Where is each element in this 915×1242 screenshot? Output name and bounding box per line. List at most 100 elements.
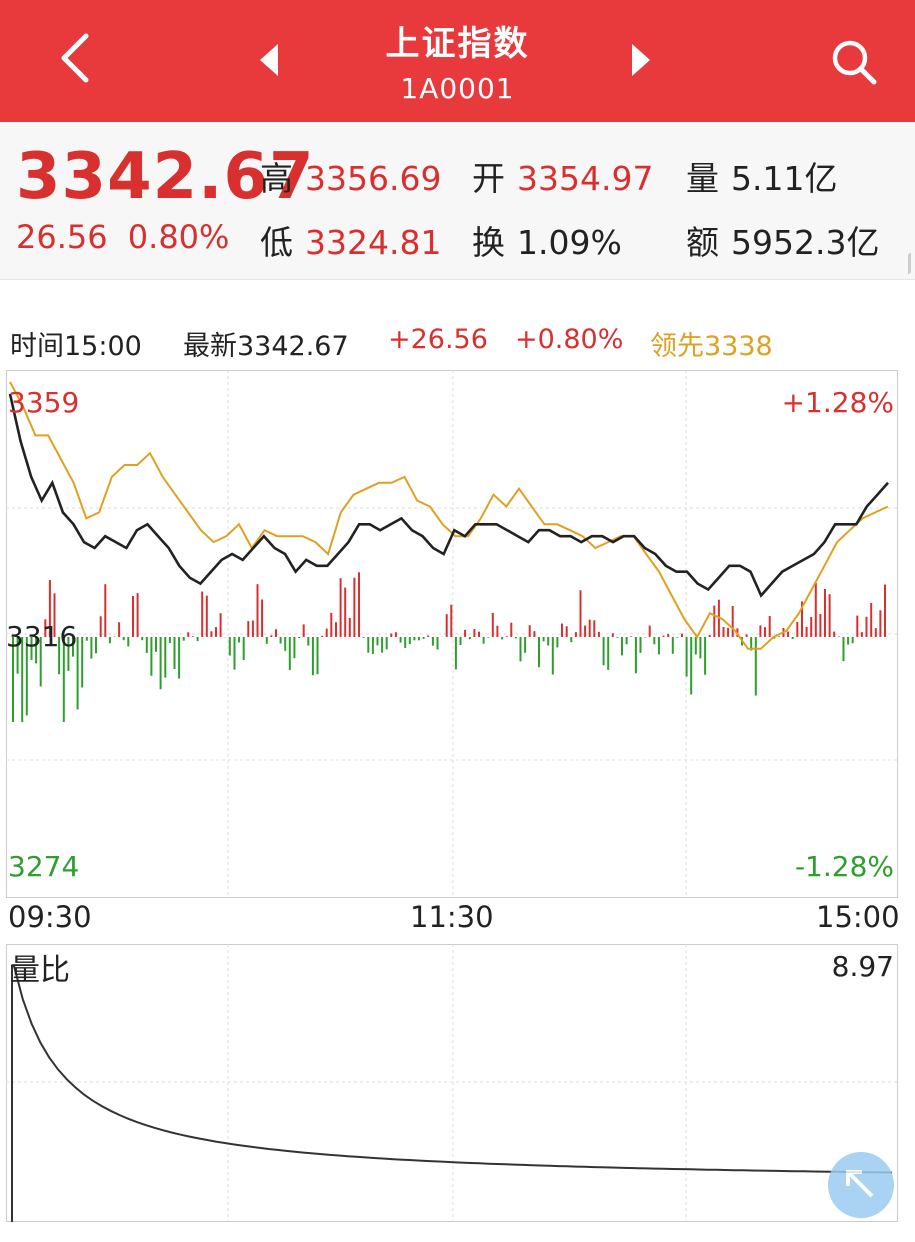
flow-bar <box>454 636 457 670</box>
info-time: 时间15:00 <box>10 331 142 362</box>
flow-bar <box>205 595 208 637</box>
volume-ratio-chart[interactable]: 量比 8.97 <box>6 944 898 1222</box>
flow-bar <box>390 633 393 637</box>
flow-bar <box>459 636 462 645</box>
flow-bar <box>685 636 688 677</box>
flow-bar <box>141 636 144 641</box>
low-stat: 低 3324.81 <box>260 216 441 264</box>
flow-bar <box>182 636 185 641</box>
flow-bar <box>210 631 213 637</box>
leader-line <box>9 381 889 650</box>
flow-bar <box>30 636 33 661</box>
flow-bar <box>487 636 490 638</box>
intraday-chart-canvas: 3359 3316 3274 +1.28% -1.28% <box>6 370 898 898</box>
flow-bar <box>321 635 324 637</box>
flow-bar <box>288 636 291 670</box>
flow-bar <box>607 636 610 670</box>
flow-bar <box>242 636 245 661</box>
flow-bar <box>127 636 130 647</box>
flow-bar <box>699 636 702 659</box>
flow-bar <box>777 636 780 637</box>
price-line <box>8 393 889 598</box>
flow-bar <box>556 636 559 648</box>
flow-bar <box>814 582 817 637</box>
back-arrow-icon[interactable] <box>52 30 102 86</box>
flow-bar <box>667 633 670 637</box>
flow-bar <box>542 636 545 642</box>
flow-bar <box>630 636 633 637</box>
flow-bar <box>528 625 531 637</box>
high-value: 3356.69 <box>305 159 442 198</box>
flow-bar <box>731 605 734 637</box>
app-header: 上证指数 1A0001 <box>0 0 915 122</box>
flow-bar <box>219 613 222 637</box>
volume-ratio-canvas: 量比 8.97 <box>6 944 898 1222</box>
flow-bar <box>279 636 282 644</box>
flow-bar <box>228 636 231 656</box>
flow-bar <box>754 636 757 696</box>
volume-value: 5.11亿 <box>731 159 838 198</box>
info-change-pct: +0.80% <box>515 324 624 355</box>
flow-bar <box>76 636 79 710</box>
expand-handle[interactable] <box>901 252 911 280</box>
flow-bar <box>510 622 513 637</box>
volume-label: 量 <box>686 159 719 198</box>
info-leader: 领先3338 <box>650 331 773 362</box>
flow-bar <box>233 636 236 670</box>
flow-bar <box>48 580 51 637</box>
y-mid-label: 3316 <box>6 620 77 653</box>
flow-bar <box>588 619 591 637</box>
flow-bar <box>819 614 822 637</box>
flow-bar <box>833 631 836 637</box>
search-icon[interactable] <box>826 34 880 88</box>
flow-bar <box>796 621 799 637</box>
flow-bar <box>164 636 167 678</box>
flow-bar <box>524 636 527 653</box>
change-value: 26.56 <box>16 218 108 256</box>
flow-bar <box>118 622 121 637</box>
volume-ratio-max: 8.97 <box>832 950 894 983</box>
turnover-stat: 换 1.09% <box>472 216 622 264</box>
flow-bar <box>722 627 725 637</box>
flow-bar <box>261 599 264 637</box>
flow-bar <box>676 636 679 638</box>
flow-bar <box>168 636 171 644</box>
prev-stock-icon[interactable] <box>256 42 282 78</box>
flow-bar <box>727 627 730 637</box>
flow-bar <box>99 616 102 637</box>
flow-bar <box>860 632 863 637</box>
flow-bar <box>505 636 508 637</box>
flow-bar <box>215 627 217 637</box>
flow-bar <box>828 594 831 637</box>
flow-bar <box>579 590 582 637</box>
flow-bar <box>316 636 319 675</box>
flow-bar <box>621 636 623 656</box>
flow-bar <box>307 636 310 646</box>
flow-bar <box>648 625 651 637</box>
flow-bar <box>671 636 674 654</box>
flow-bar <box>348 617 351 637</box>
next-stock-icon[interactable] <box>628 42 654 78</box>
flow-bar <box>381 636 384 653</box>
page-title: 上证指数 <box>385 24 530 64</box>
flow-bar <box>25 636 28 716</box>
flow-bar <box>514 636 517 639</box>
volume-chart-border <box>6 944 898 1222</box>
time-start: 09:30 <box>8 900 92 934</box>
intraday-chart[interactable]: 3359 3316 3274 +1.28% -1.28% <box>6 370 898 898</box>
flow-bar <box>376 636 379 646</box>
flow-bar <box>339 578 342 637</box>
flow-bar <box>155 636 157 652</box>
flow-bar <box>570 636 573 643</box>
flow-bar <box>21 636 24 722</box>
volume-chart-grid <box>6 944 898 1222</box>
flow-bar <box>394 632 397 637</box>
fullscreen-button[interactable] <box>828 1152 894 1218</box>
flow-bar <box>35 636 38 664</box>
flow-bar <box>122 636 125 641</box>
flow-bar <box>611 633 614 637</box>
flow-bar <box>72 636 74 657</box>
flow-bar <box>713 605 716 637</box>
fund-flow-bars <box>12 572 886 722</box>
y-top-label: 3359 <box>8 386 79 419</box>
